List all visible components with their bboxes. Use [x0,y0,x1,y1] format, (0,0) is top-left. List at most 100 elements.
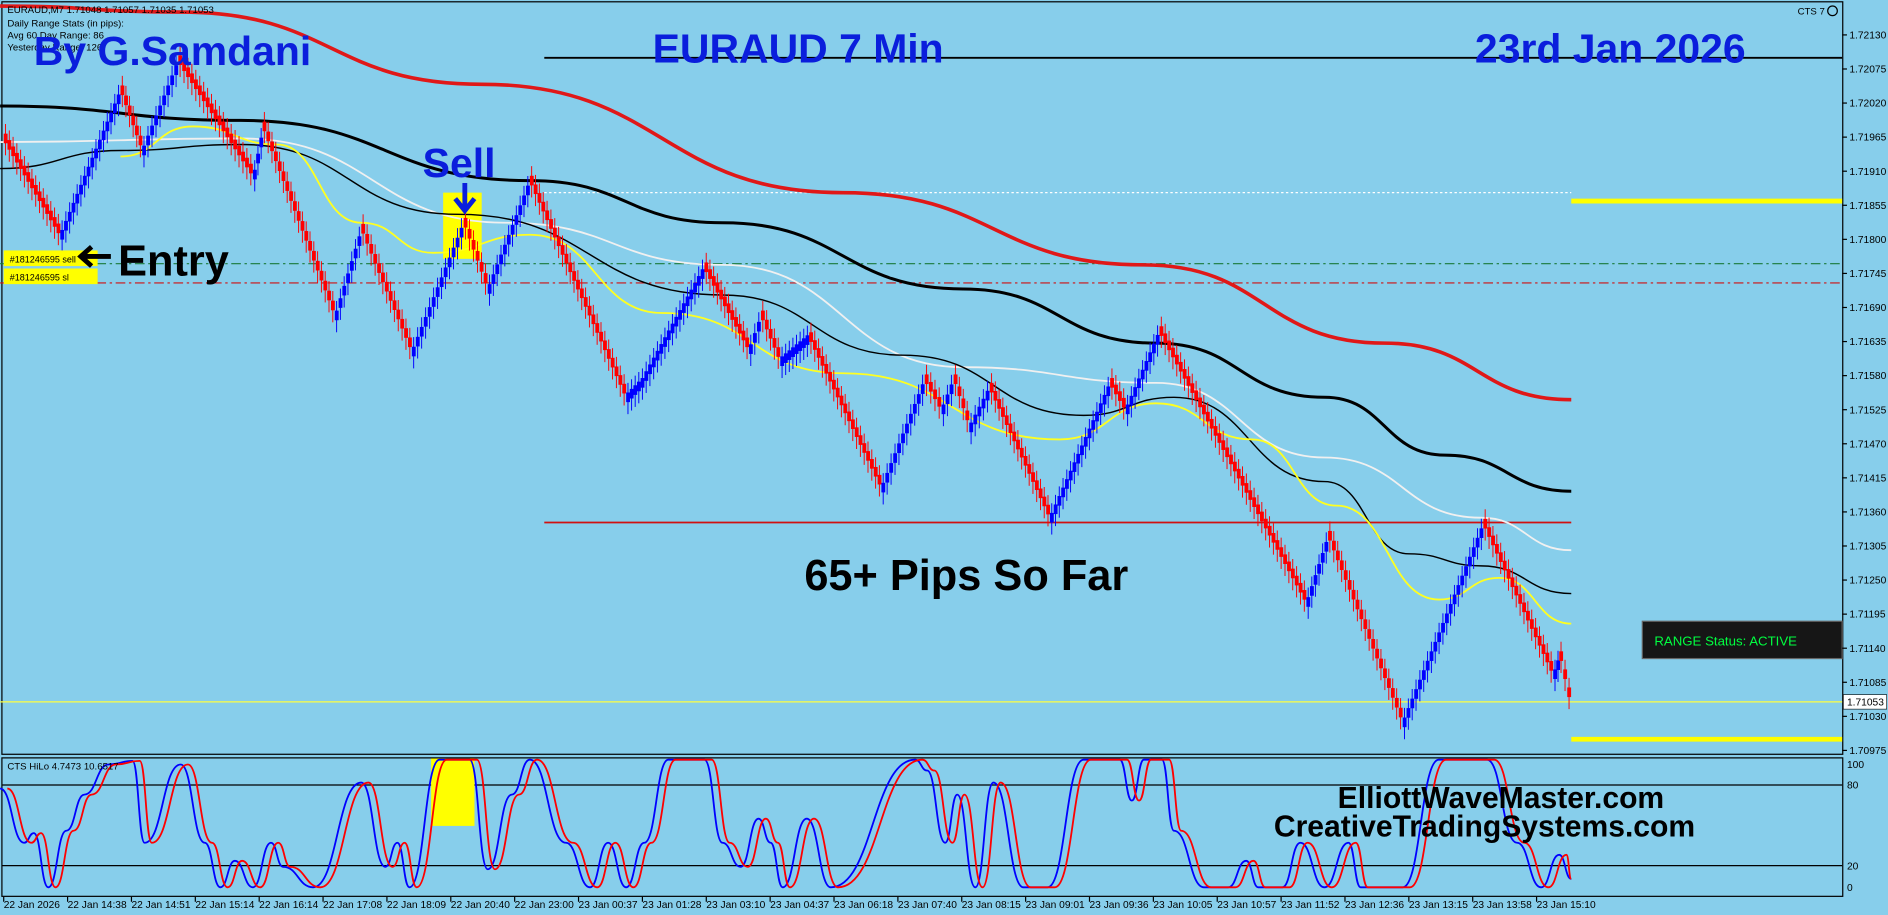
brick [618,375,623,385]
brick [722,296,727,307]
brick [689,289,694,300]
brick [273,151,278,162]
moving-averages [0,4,1572,625]
brick [1313,575,1318,585]
brick [221,121,226,132]
brick [1386,678,1391,688]
brick [854,427,859,437]
brick [311,250,316,261]
brick [373,254,378,264]
time-label: 23 Jan 00:37 [579,900,638,911]
price-label: 1.72020 [1849,99,1886,110]
brick [289,191,294,201]
price-label: 1.72075 [1849,65,1886,76]
brick [447,257,452,268]
brick [595,323,600,333]
time-label: 22 Jan 17:08 [323,900,382,911]
brick [835,387,840,398]
time-label: 23 Jan 03:10 [706,900,765,911]
brick [252,169,257,180]
brick [1186,376,1191,386]
brick [120,85,125,96]
brick [708,269,712,279]
brick [256,153,260,164]
brick [526,185,530,196]
brick [700,269,705,279]
brick [1027,464,1032,474]
ma-red [0,4,1572,402]
brick [1487,527,1492,537]
brick [801,338,806,348]
brick [459,227,464,238]
brick [319,270,324,281]
brick [1178,361,1183,372]
brick [369,244,374,254]
brick [1549,661,1554,671]
brick [877,474,882,485]
brick [1117,391,1122,401]
brick [79,184,83,195]
brick [1053,504,1058,515]
brick [1049,512,1054,523]
brick [90,157,95,168]
brick [1418,679,1422,690]
brick [259,137,264,148]
brick [503,244,507,255]
brick [1529,619,1534,629]
brick [730,310,735,320]
price-label: 1.71690 [1849,303,1886,314]
price-label: 1.71305 [1849,542,1886,553]
symbol-info: EURAUD,M7 1.71048 1.71057 1.71035 1.7105… [7,5,214,16]
brick [622,383,627,394]
brick [396,309,401,320]
site-2: CreativeTradingSystems.com [1274,811,1695,844]
brick [1064,479,1069,489]
brick [816,348,821,358]
brick [217,115,222,126]
brick [209,103,214,114]
brick [1559,651,1564,661]
brick [439,277,444,288]
brick [48,210,53,221]
brick [229,133,234,144]
brick [499,254,504,265]
brick [1217,433,1222,443]
brick [629,388,634,399]
price-label: 1.71085 [1849,678,1886,689]
brick [666,330,671,341]
brick [353,248,358,259]
entry-arrow [77,245,111,268]
brick [1479,528,1484,538]
time-label: 22 Jan 20:40 [451,900,510,911]
time-label: 22 Jan 15:14 [195,900,254,911]
price-label: 1.72130 [1849,31,1886,42]
brick [809,332,814,342]
level-label: 80 [1847,781,1859,792]
brick [924,374,929,385]
brick [805,335,810,345]
time-label: 23 Jan 04:37 [770,900,829,911]
brick [94,148,99,159]
brick [277,161,282,172]
brick [1317,564,1322,574]
brick [1518,594,1523,604]
brick [912,403,917,414]
brick [1155,334,1160,345]
brick [194,79,198,90]
brick [1456,585,1461,595]
brick [3,133,8,144]
entry-label: Entry [118,238,229,286]
osc-red [6,758,1573,889]
brick [957,386,962,397]
brick [820,356,825,366]
brick [467,228,472,239]
brick [323,280,328,291]
brick [1209,418,1214,429]
brick [734,317,738,327]
brick [1232,461,1237,472]
time-label: 23 Jan 06:18 [834,900,893,911]
brick [1541,644,1546,654]
brick [663,337,667,347]
brick [30,178,34,189]
brick [67,211,72,222]
